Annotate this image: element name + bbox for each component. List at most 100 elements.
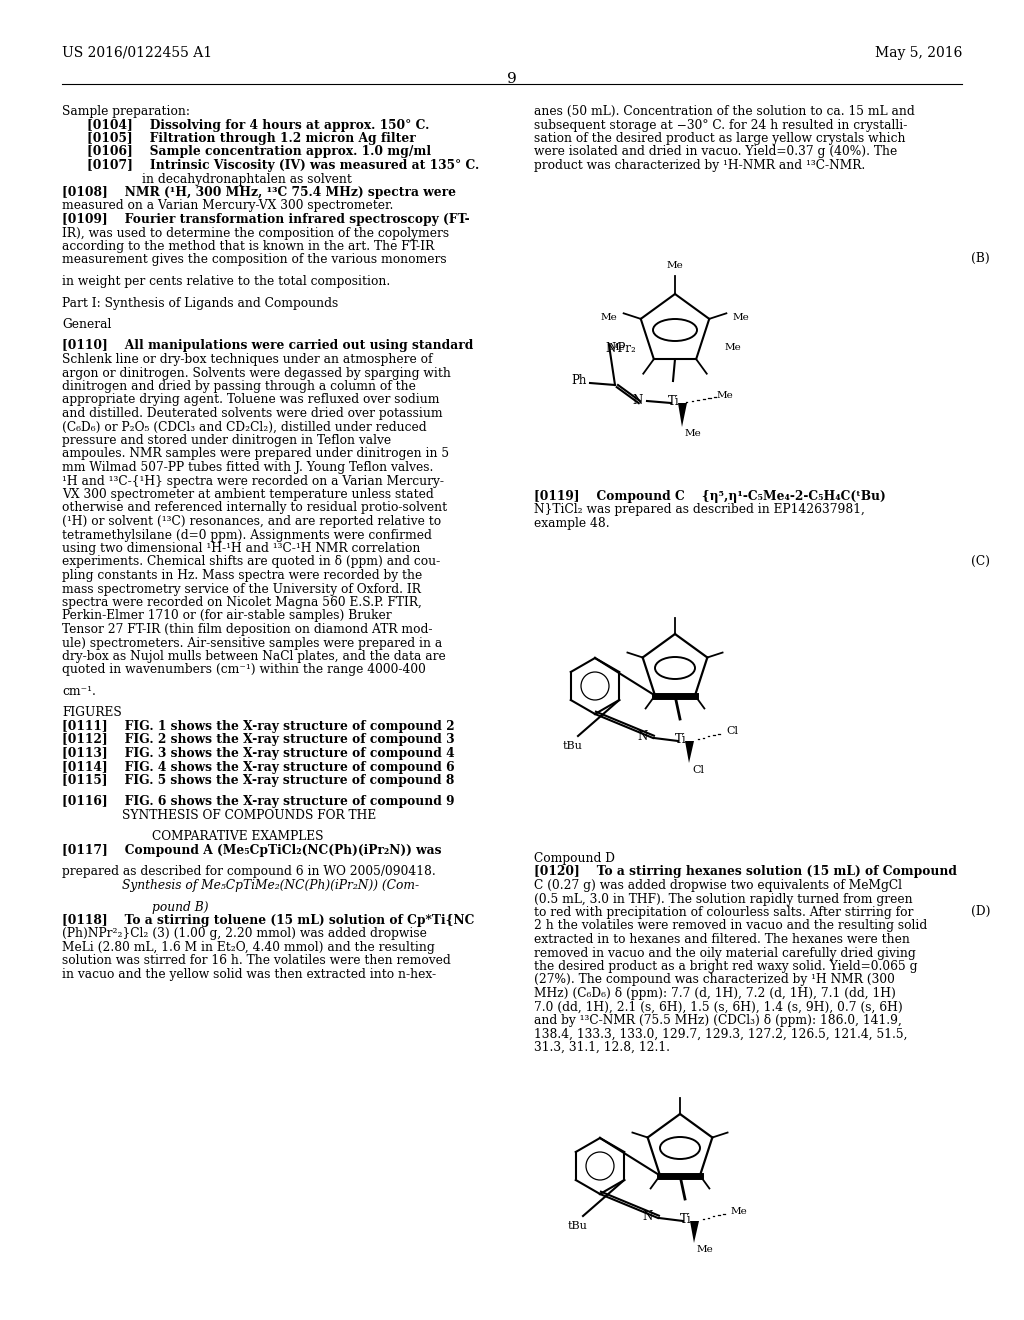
Text: appropriate drying agent. Toluene was refluxed over sodium: appropriate drying agent. Toluene was re… [62,393,439,407]
Text: ¹H and ¹³C-{¹H} spectra were recorded on a Varian Mercury-: ¹H and ¹³C-{¹H} spectra were recorded on… [62,474,444,487]
Text: 138.4, 133.3, 133.0, 129.7, 129.3, 127.2, 126.5, 121.4, 51.5,: 138.4, 133.3, 133.0, 129.7, 129.3, 127.2… [534,1027,907,1040]
Text: experiments. Chemical shifts are quoted in δ (ppm) and cou-: experiments. Chemical shifts are quoted … [62,556,440,569]
Text: pound B): pound B) [152,900,209,913]
Text: (B): (B) [971,252,990,265]
Text: tBu: tBu [563,741,583,751]
Text: tBu: tBu [568,1221,588,1232]
Text: in vacuo and the yellow solid was then extracted into n-hex-: in vacuo and the yellow solid was then e… [62,968,436,981]
Text: using two dimensional ¹H-¹H and ¹³C-¹H NMR correlation: using two dimensional ¹H-¹H and ¹³C-¹H N… [62,543,421,554]
Polygon shape [685,741,694,763]
Text: N: N [633,393,643,407]
Text: and distilled. Deuterated solvents were dried over potassium: and distilled. Deuterated solvents were … [62,407,442,420]
Text: [0118]    To a stirring toluene (15 mL) solution of Cp*Ti{NC: [0118] To a stirring toluene (15 mL) sol… [62,913,474,927]
Text: May 5, 2016: May 5, 2016 [874,46,962,59]
Text: [0104]    Dissolving for 4 hours at approx. 150° C.: [0104] Dissolving for 4 hours at approx.… [87,119,429,132]
Text: (C₆D₆) or P₂O₅ (CDCl₃ and CD₂Cl₂), distilled under reduced: (C₆D₆) or P₂O₅ (CDCl₃ and CD₂Cl₂), disti… [62,421,427,433]
Text: cm⁻¹.: cm⁻¹. [62,685,96,698]
Text: (Ph)NPr²₂}Cl₂ (3) (1.00 g, 2.20 mmol) was added dropwise: (Ph)NPr²₂}Cl₂ (3) (1.00 g, 2.20 mmol) wa… [62,928,427,940]
Text: Me: Me [667,261,683,271]
Text: (27%). The compound was characterized by ¹H NMR (300: (27%). The compound was characterized by… [534,974,895,986]
Text: US 2016/0122455 A1: US 2016/0122455 A1 [62,46,212,59]
Text: Cl: Cl [726,726,738,737]
Text: [0109]    Fourier transformation infrared spectroscopy (FT-: [0109] Fourier transformation infrared s… [62,213,470,226]
Text: subsequent storage at −30° C. for 24 h resulted in crystalli-: subsequent storage at −30° C. for 24 h r… [534,119,907,132]
Text: [0106]    Sample concentration approx. 1.0 mg/ml: [0106] Sample concentration approx. 1.0 … [87,145,431,158]
Text: extracted in to hexanes and filtered. The hexanes were then: extracted in to hexanes and filtered. Th… [534,933,910,946]
Text: MeLi (2.80 mL, 1.6 M in Et₂O, 4.40 mmol) and the resulting: MeLi (2.80 mL, 1.6 M in Et₂O, 4.40 mmol)… [62,941,435,954]
Text: Cl: Cl [692,766,705,775]
Text: mass spectrometry service of the University of Oxford. IR: mass spectrometry service of the Univers… [62,582,421,595]
Text: solution was stirred for 16 h. The volatiles were then removed: solution was stirred for 16 h. The volat… [62,954,451,968]
Text: Perkin-Elmer 1710 or (for air-stable samples) Bruker: Perkin-Elmer 1710 or (for air-stable sam… [62,610,391,623]
Text: COMPARATIVE EXAMPLES: COMPARATIVE EXAMPLES [152,830,324,843]
Text: measured on a Varian Mercury-VX 300 spectrometer.: measured on a Varian Mercury-VX 300 spec… [62,199,393,213]
Text: IR), was used to determine the composition of the copolymers: IR), was used to determine the compositi… [62,227,450,239]
Text: NⁱPr₂: NⁱPr₂ [605,342,636,355]
Text: dry-box as Nujol mulls between NaCl plates, and the data are: dry-box as Nujol mulls between NaCl plat… [62,649,445,663]
Text: MHz) (C₆D₆) δ (ppm): 7.7 (d, 1H), 7.2 (d, 1H), 7.1 (dd, 1H): MHz) (C₆D₆) δ (ppm): 7.7 (d, 1H), 7.2 (d… [534,987,896,1001]
Text: ule) spectrometers. Air-sensitive samples were prepared in a: ule) spectrometers. Air-sensitive sample… [62,636,442,649]
Text: (D): (D) [971,906,990,917]
Text: pling constants in Hz. Mass spectra were recorded by the: pling constants in Hz. Mass spectra were… [62,569,422,582]
Text: were isolated and dried in vacuo. Yield=0.37 g (40%). The: were isolated and dried in vacuo. Yield=… [534,145,897,158]
Text: VX 300 spectrometer at ambient temperature unless stated: VX 300 spectrometer at ambient temperatu… [62,488,434,502]
Text: the desired product as a bright red waxy solid. Yield=0.065 g: the desired product as a bright red waxy… [534,960,918,973]
Text: N}TiCl₂ was prepared as described in EP142637981,: N}TiCl₂ was prepared as described in EP1… [534,503,865,516]
Text: product was characterized by ¹H-NMR and ¹³C-NMR.: product was characterized by ¹H-NMR and … [534,158,865,172]
Text: argon or dinitrogen. Solvents were degassed by sparging with: argon or dinitrogen. Solvents were degas… [62,367,451,380]
Text: in weight per cents relative to the total composition.: in weight per cents relative to the tota… [62,275,390,288]
Text: Sample preparation:: Sample preparation: [62,106,190,117]
Text: [0105]    Filtration through 1.2 micron Ag filter: [0105] Filtration through 1.2 micron Ag … [87,132,416,145]
Text: (0.5 mL, 3.0 in THF). The solution rapidly turned from green: (0.5 mL, 3.0 in THF). The solution rapid… [534,892,912,906]
Text: in decahydronaphtalen as solvent: in decahydronaphtalen as solvent [142,173,352,186]
Text: [0120]    To a stirring hexanes solution (15 mL) of Compound: [0120] To a stirring hexanes solution (1… [534,866,957,879]
Text: sation of the desired product as large yellow crystals which: sation of the desired product as large y… [534,132,905,145]
Text: [0112]    FIG. 2 shows the X-ray structure of compound 3: [0112] FIG. 2 shows the X-ray structure … [62,734,455,747]
Text: Part I: Synthesis of Ligands and Compounds: Part I: Synthesis of Ligands and Compoun… [62,297,338,309]
Text: according to the method that is known in the art. The FT-IR: according to the method that is known in… [62,240,434,253]
Text: spectra were recorded on Nicolet Magna 560 E.S.P. FTIR,: spectra were recorded on Nicolet Magna 5… [62,597,422,609]
Text: [0116]    FIG. 6 shows the X-ray structure of compound 9: [0116] FIG. 6 shows the X-ray structure … [62,796,455,808]
Text: (C): (C) [971,554,990,568]
Text: Ti: Ti [668,395,680,408]
Text: dinitrogen and dried by passing through a column of the: dinitrogen and dried by passing through … [62,380,416,393]
Text: Ti: Ti [675,733,687,746]
Text: N: N [643,1210,653,1224]
Text: [0107]    Intrinsic Viscosity (IV) was measured at 135° C.: [0107] Intrinsic Viscosity (IV) was meas… [87,158,479,172]
Text: to red with precipitation of colourless salts. After stirring for: to red with precipitation of colourless … [534,906,913,919]
Text: Me: Me [717,391,734,400]
Text: tetramethylsilane (d=0 ppm). Assignments were confirmed: tetramethylsilane (d=0 ppm). Assignments… [62,528,432,541]
Text: 9: 9 [507,73,517,86]
Text: Me: Me [733,314,750,322]
Text: 2 h the volatiles were removed in vacuo and the resulting solid: 2 h the volatiles were removed in vacuo … [534,920,928,932]
Text: [0110]    All manipulations were carried out using standard: [0110] All manipulations were carried ou… [62,339,473,352]
Text: prepared as described for compound 6 in WO 2005/090418.: prepared as described for compound 6 in … [62,866,436,879]
Text: SYNTHESIS OF COMPOUNDS FOR THE: SYNTHESIS OF COMPOUNDS FOR THE [122,809,376,822]
Text: [0115]    FIG. 5 shows the X-ray structure of compound 8: [0115] FIG. 5 shows the X-ray structure … [62,774,455,787]
Text: FIGURES: FIGURES [62,706,122,719]
Polygon shape [678,403,687,426]
Text: General: General [62,318,112,331]
Text: C (0.27 g) was added dropwise two equivalents of MeMgCl: C (0.27 g) was added dropwise two equiva… [534,879,902,892]
Text: [0117]    Compound A (Me₅CpTiCl₂(NC(Ph)(iPr₂N)) was: [0117] Compound A (Me₅CpTiCl₂(NC(Ph)(iPr… [62,843,441,857]
Text: Synthesis of Me₅CpTiMe₂(NC(Ph)(iPr₂N)) (Com-: Synthesis of Me₅CpTiMe₂(NC(Ph)(iPr₂N)) (… [122,879,419,892]
Text: mm Wilmad 507-PP tubes fitted with J. Young Teflon valves.: mm Wilmad 507-PP tubes fitted with J. Yo… [62,461,433,474]
Text: Me: Me [600,314,617,322]
Text: [0119]    Compound C    {η⁵,η¹-C₅Me₄-2-C₅H₄C(ᵗBu): [0119] Compound C {η⁵,η¹-C₅Me₄-2-C₅H₄C(ᵗ… [534,490,886,503]
Text: (¹H) or solvent (¹³C) resonances, and are reported relative to: (¹H) or solvent (¹³C) resonances, and ar… [62,515,441,528]
Text: measurement gives the composition of the various monomers: measurement gives the composition of the… [62,253,446,267]
Text: [0108]    NMR (¹H, 300 MHz, ¹³C 75.4 MHz) spectra were: [0108] NMR (¹H, 300 MHz, ¹³C 75.4 MHz) s… [62,186,456,199]
Text: Me: Me [608,343,625,352]
Text: [0113]    FIG. 3 shows the X-ray structure of compound 4: [0113] FIG. 3 shows the X-ray structure … [62,747,455,760]
Text: ampoules. NMR samples were prepared under dinitrogen in 5: ampoules. NMR samples were prepared unde… [62,447,450,461]
Text: N: N [638,730,648,743]
Text: Tensor 27 FT-IR (thin film deposition on diamond ATR mod-: Tensor 27 FT-IR (thin film deposition on… [62,623,432,636]
Text: quoted in wavenumbers (cm⁻¹) within the range 4000-400: quoted in wavenumbers (cm⁻¹) within the … [62,664,426,676]
Text: Ti: Ti [680,1213,691,1226]
Text: Schlenk line or dry-box techniques under an atmosphere of: Schlenk line or dry-box techniques under… [62,352,432,366]
Text: example 48.: example 48. [534,517,609,531]
Text: Compound D: Compound D [534,851,615,865]
Text: Me: Me [697,1245,714,1254]
Polygon shape [690,1221,699,1243]
Text: and by ¹³C-NMR (75.5 MHz) (CDCl₃) δ (ppm): 186.0, 141.9,: and by ¹³C-NMR (75.5 MHz) (CDCl₃) δ (ppm… [534,1014,902,1027]
